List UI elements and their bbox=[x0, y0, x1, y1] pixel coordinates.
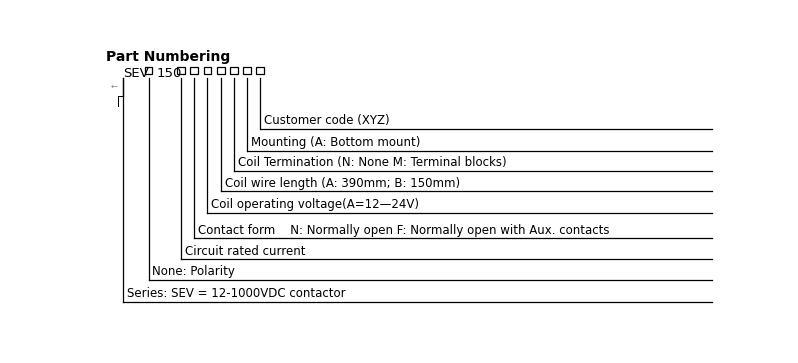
Text: Coil operating voltage(A=12—24V): Coil operating voltage(A=12—24V) bbox=[211, 199, 420, 211]
Bar bbox=[230, 67, 238, 74]
Text: None: Polarity: None: Polarity bbox=[152, 265, 243, 278]
Text: Customer code (XYZ): Customer code (XYZ) bbox=[264, 114, 389, 127]
Text: Circuit rated current: Circuit rated current bbox=[185, 245, 306, 258]
Text: ←: ← bbox=[111, 81, 117, 90]
Bar bbox=[217, 67, 224, 74]
Text: Mounting (A: Bottom mount): Mounting (A: Bottom mount) bbox=[251, 136, 421, 149]
Text: Coil wire length (A: 390mm; B: 150mm): Coil wire length (A: 390mm; B: 150mm) bbox=[224, 177, 460, 190]
Bar bbox=[203, 67, 211, 74]
Text: Contact form    N: Normally open F: Normally open with Aux. contacts: Contact form N: Normally open F: Normall… bbox=[198, 224, 610, 237]
Bar bbox=[177, 67, 185, 74]
Bar bbox=[191, 67, 198, 74]
Bar bbox=[243, 67, 251, 74]
Text: Part Numbering: Part Numbering bbox=[106, 50, 230, 64]
Text: 150: 150 bbox=[156, 67, 182, 79]
Text: Series: SEV = 12-1000VDC contactor: Series: SEV = 12-1000VDC contactor bbox=[127, 287, 346, 300]
Bar bbox=[256, 67, 264, 74]
Text: Coil Termination (N: None M: Terminal blocks): Coil Termination (N: None M: Terminal bl… bbox=[238, 156, 506, 169]
Bar bbox=[144, 67, 152, 74]
Text: SEV: SEV bbox=[123, 67, 148, 79]
